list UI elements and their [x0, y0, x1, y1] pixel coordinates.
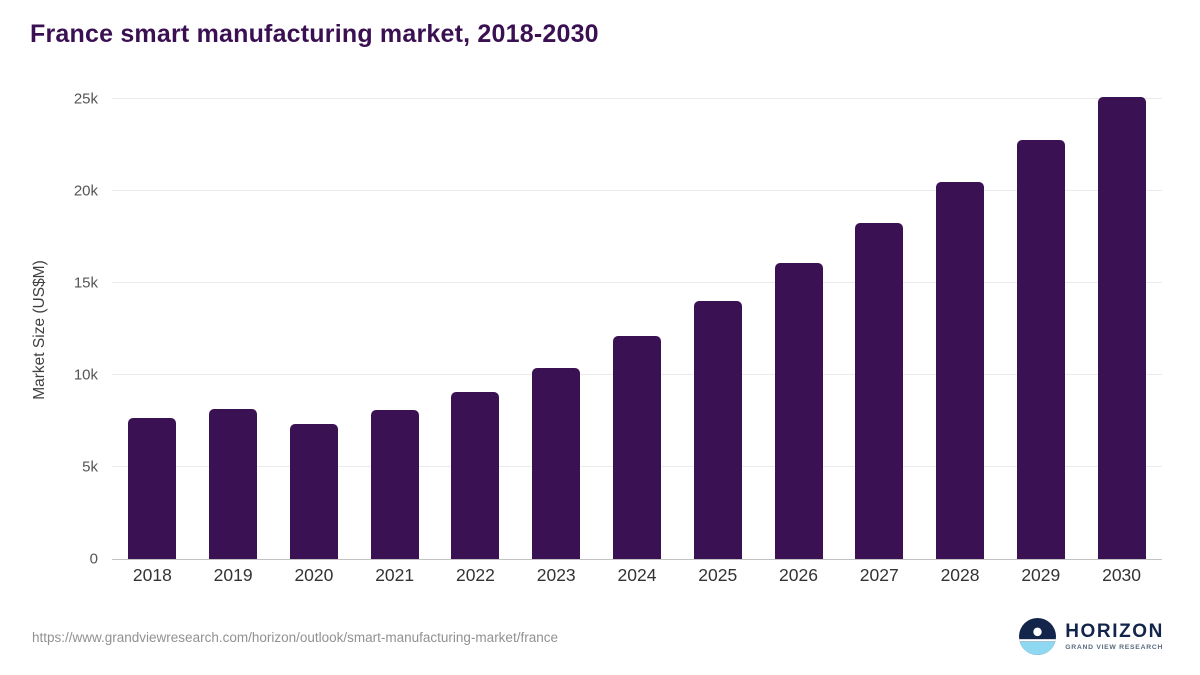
source-url: https://www.grandviewresearch.com/horizo…: [32, 630, 558, 645]
x-tick-label: 2027: [859, 565, 899, 585]
gridline: [112, 282, 1162, 283]
y-tick-label: 10k: [73, 366, 98, 384]
x-tick-label: 2021: [375, 565, 415, 585]
bar-chart-plot-area: [112, 97, 1162, 560]
x-tick-label: 2023: [536, 565, 576, 585]
y-tick-label: 5k: [82, 458, 98, 476]
bar-slot: [677, 99, 758, 559]
bar-slot: [920, 99, 1001, 559]
x-tick-label: 2018: [132, 565, 172, 585]
bar-slot: [597, 99, 678, 559]
bars-row: [112, 97, 1162, 559]
x-tick-label: 2025: [698, 565, 738, 585]
bar-2028: [936, 181, 985, 559]
x-tick-label: 2022: [455, 565, 495, 585]
bar-slot: [112, 99, 193, 559]
logo-name: HORIZON: [1065, 620, 1164, 642]
bar-slot: [1081, 97, 1162, 559]
horizon-logo: HORIZON GRAND VIEW RESEARCH: [1019, 618, 1164, 655]
bar-2030: [1097, 97, 1146, 559]
bar-2018: [128, 418, 177, 559]
bar-slot: [274, 99, 355, 559]
bar-2022: [451, 391, 500, 559]
bar-slot: [435, 99, 516, 559]
bar-2026: [774, 262, 823, 559]
bar-2023: [532, 367, 581, 559]
bar-slot: [1000, 99, 1081, 559]
bar-slot: [758, 99, 839, 559]
x-tick-label: 2030: [1102, 565, 1142, 585]
y-axis-ticks: 0 5k 10k 15k 20k 25k: [36, 91, 98, 568]
bar-2020: [289, 423, 338, 559]
bar-2019: [209, 409, 258, 559]
y-tick-label: 15k: [73, 274, 98, 292]
x-axis-labels: 2018 2019 2020 2021 2022 2023 2024 2025 2026 2027…: [112, 565, 1162, 586]
y-tick-label: 20k: [73, 182, 98, 200]
bar-slot: [354, 99, 435, 559]
x-tick-label: 2019: [213, 565, 253, 585]
bar-2025: [693, 301, 742, 559]
y-tick-label: 25k: [73, 90, 98, 108]
y-tick-label: 0: [89, 550, 98, 568]
bar-slot: [839, 99, 920, 559]
bar-2027: [855, 223, 904, 559]
x-tick-label: 2028: [940, 565, 980, 585]
x-tick-label: 2029: [1021, 565, 1061, 585]
page-title: France smart manufacturing market, 2018-…: [30, 20, 599, 48]
horizon-logo-icon: [1019, 618, 1057, 655]
bar-2024: [612, 336, 661, 559]
gridline: [112, 190, 1162, 191]
x-tick-label: 2024: [617, 565, 657, 585]
x-tick-label: 2020: [294, 565, 334, 585]
logo-subtitle: GRAND VIEW RESEARCH: [1065, 643, 1164, 651]
gridline: [112, 98, 1162, 99]
x-tick-label: 2026: [779, 565, 818, 585]
bar-2021: [370, 409, 419, 559]
bar-slot: [516, 99, 597, 559]
bar-slot: [193, 99, 274, 559]
bar-2029: [1016, 140, 1065, 559]
